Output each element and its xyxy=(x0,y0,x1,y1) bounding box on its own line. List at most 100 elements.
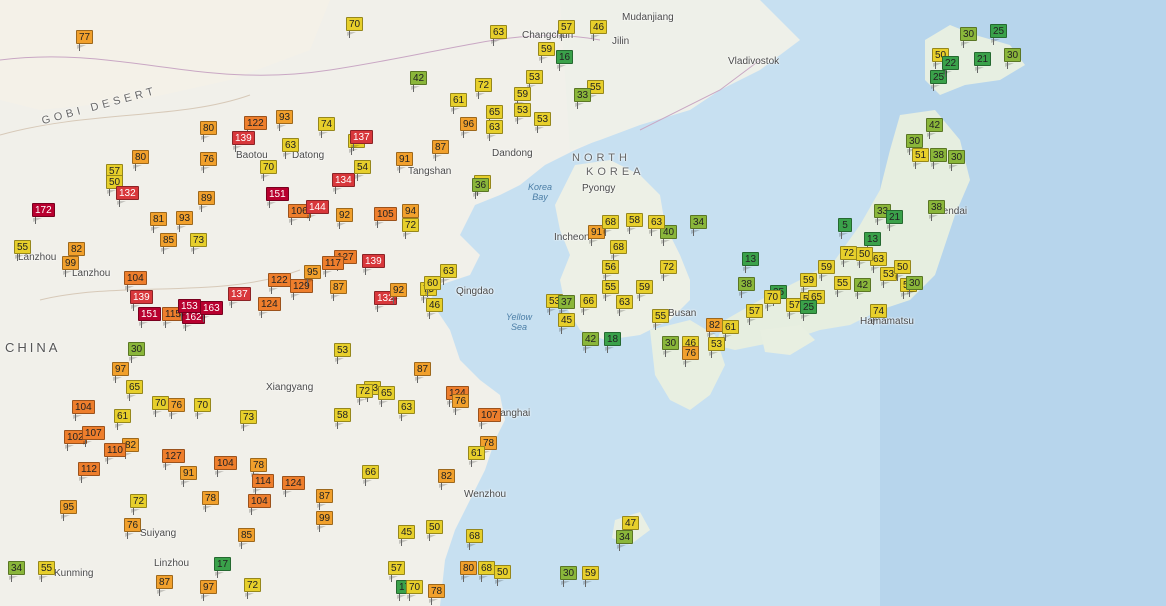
aqi-station-marker[interactable]: 104 xyxy=(248,494,271,515)
aqi-station-marker[interactable]: 68 xyxy=(478,561,496,582)
aqi-station-marker[interactable]: 30 xyxy=(948,150,966,171)
aqi-station-marker[interactable]: 65 xyxy=(378,386,396,407)
aqi-station-marker[interactable]: 30 xyxy=(906,134,924,155)
aqi-station-marker[interactable]: 95 xyxy=(60,500,78,521)
aqi-station-marker[interactable]: 99 xyxy=(316,511,334,532)
aqi-station-marker[interactable]: 81 xyxy=(150,212,168,233)
aqi-station-marker[interactable]: 87 xyxy=(156,575,174,596)
aqi-station-marker[interactable]: 38 xyxy=(738,277,756,298)
aqi-station-marker[interactable]: 94 xyxy=(402,204,420,225)
aqi-station-marker[interactable]: 70 xyxy=(194,398,212,419)
aqi-station-marker[interactable]: 82 xyxy=(706,318,724,339)
aqi-station-marker[interactable]: 132 xyxy=(116,186,139,207)
aqi-station-marker[interactable]: 72 xyxy=(356,384,374,405)
aqi-station-marker[interactable]: 34 xyxy=(690,215,708,236)
aqi-station-marker[interactable]: 34 xyxy=(616,530,634,551)
aqi-station-marker[interactable]: 134 xyxy=(332,173,355,194)
aqi-station-marker[interactable]: 80 xyxy=(200,121,218,142)
aqi-station-marker[interactable]: 37 xyxy=(558,295,576,316)
aqi-station-marker[interactable]: 25 xyxy=(990,24,1008,45)
aqi-station-marker[interactable]: 59 xyxy=(538,42,556,63)
aqi-station-marker[interactable]: 151 xyxy=(266,187,289,208)
aqi-station-marker[interactable]: 60 xyxy=(424,276,442,297)
aqi-station-marker[interactable]: 36 xyxy=(472,178,490,199)
aqi-station-marker[interactable]: 91 xyxy=(588,225,606,246)
aqi-station-marker[interactable]: 58 xyxy=(334,408,352,429)
aqi-station-marker[interactable]: 57 xyxy=(388,561,406,582)
aqi-station-marker[interactable]: 87 xyxy=(316,489,334,510)
aqi-station-marker[interactable]: 34 xyxy=(8,561,26,582)
aqi-station-marker[interactable]: 139 xyxy=(362,254,385,275)
aqi-station-marker[interactable]: 61 xyxy=(722,320,740,341)
aqi-station-marker[interactable]: 55 xyxy=(652,309,670,330)
aqi-station-marker[interactable]: 105 xyxy=(374,207,397,228)
aqi-station-marker[interactable]: 63 xyxy=(490,25,508,46)
aqi-station-marker[interactable]: 63 xyxy=(486,120,504,141)
aqi-station-marker[interactable]: 117 xyxy=(322,256,344,277)
aqi-station-marker[interactable]: 53 xyxy=(334,343,352,364)
aqi-station-marker[interactable]: 30 xyxy=(1004,48,1022,69)
aqi-station-marker[interactable]: 92 xyxy=(336,208,354,229)
aqi-station-marker[interactable]: 42 xyxy=(410,71,428,92)
aqi-station-marker[interactable]: 30 xyxy=(662,336,680,357)
aqi-station-marker[interactable]: 59 xyxy=(514,87,532,108)
aqi-station-marker[interactable]: 57 xyxy=(558,20,576,41)
aqi-station-marker[interactable]: 129 xyxy=(290,279,313,300)
aqi-station-marker[interactable]: 85 xyxy=(238,528,256,549)
aqi-station-marker[interactable]: 63 xyxy=(398,400,416,421)
aqi-station-marker[interactable]: 30 xyxy=(960,27,978,48)
aqi-station-marker[interactable]: 99 xyxy=(62,256,80,277)
aqi-station-marker[interactable]: 65 xyxy=(126,380,144,401)
aqi-station-marker[interactable]: 57 xyxy=(746,304,764,325)
aqi-station-marker[interactable]: 104 xyxy=(72,400,95,421)
aqi-station-marker[interactable]: 63 xyxy=(616,295,634,316)
aqi-station-marker[interactable]: 91 xyxy=(396,152,414,173)
aqi-station-marker[interactable]: 87 xyxy=(432,140,450,161)
aqi-station-marker[interactable]: 76 xyxy=(124,518,142,539)
aqi-station-marker[interactable]: 78 xyxy=(202,491,220,512)
aqi-station-marker[interactable]: 63 xyxy=(648,215,666,236)
aqi-station-marker[interactable]: 70 xyxy=(152,396,170,417)
aqi-station-marker[interactable]: 137 xyxy=(228,287,251,308)
aqi-station-marker[interactable]: 80 xyxy=(460,561,478,582)
aqi-station-marker[interactable]: 61 xyxy=(450,93,468,114)
aqi-station-marker[interactable]: 137 xyxy=(350,130,373,151)
aqi-station-marker[interactable]: 124 xyxy=(282,476,305,497)
aqi-station-marker[interactable]: 55 xyxy=(834,276,852,297)
aqi-station-marker[interactable]: 85 xyxy=(160,233,178,254)
aqi-station-marker[interactable]: 77 xyxy=(76,30,94,51)
aqi-station-marker[interactable]: 122 xyxy=(244,116,267,137)
aqi-station-marker[interactable]: 72 xyxy=(840,246,858,267)
aqi-station-marker[interactable]: 104 xyxy=(214,456,237,477)
aqi-station-marker[interactable]: 68 xyxy=(610,240,628,261)
aqi-station-marker[interactable]: 50 xyxy=(426,520,444,541)
aqi-station-marker[interactable]: 92 xyxy=(390,283,408,304)
aqi-station-marker[interactable]: 53 xyxy=(534,112,552,133)
aqi-station-marker[interactable]: 16 xyxy=(556,50,574,71)
aqi-station-marker[interactable]: 59 xyxy=(818,260,836,281)
aqi-station-marker[interactable]: 107 xyxy=(82,426,105,447)
aqi-station-marker[interactable]: 72 xyxy=(244,578,262,599)
aqi-station-marker[interactable]: 76 xyxy=(682,346,700,367)
aqi-station-marker[interactable]: 73 xyxy=(240,410,258,431)
aqi-station-marker[interactable]: 70 xyxy=(346,17,364,38)
aqi-station-marker[interactable]: 91 xyxy=(180,466,198,487)
aqi-station-marker[interactable]: 124 xyxy=(258,297,281,318)
aqi-station-marker[interactable]: 163 xyxy=(200,301,223,322)
aqi-station-marker[interactable]: 46 xyxy=(426,298,444,319)
aqi-station-marker[interactable]: 30 xyxy=(560,566,578,587)
aqi-station-marker[interactable]: 63 xyxy=(282,138,300,159)
aqi-station-marker[interactable]: 33 xyxy=(574,88,592,109)
aqi-station-marker[interactable]: 107 xyxy=(478,408,501,429)
aqi-station-marker[interactable]: 72 xyxy=(402,218,420,239)
aqi-station-marker[interactable]: 55 xyxy=(38,561,56,582)
aqi-station-marker[interactable]: 55 xyxy=(602,280,620,301)
aqi-station-marker[interactable]: 65 xyxy=(486,105,504,126)
aqi-station-marker[interactable]: 72 xyxy=(660,260,678,281)
aqi-station-marker[interactable]: 50 xyxy=(106,175,124,196)
aqi-station-marker[interactable]: 61 xyxy=(114,409,132,430)
aqi-station-marker[interactable]: 13 xyxy=(864,232,882,253)
aqi-station-marker[interactable]: 17 xyxy=(214,557,232,578)
aqi-station-marker[interactable]: 87 xyxy=(414,362,432,383)
aqi-station-marker[interactable]: 57 xyxy=(786,298,804,319)
